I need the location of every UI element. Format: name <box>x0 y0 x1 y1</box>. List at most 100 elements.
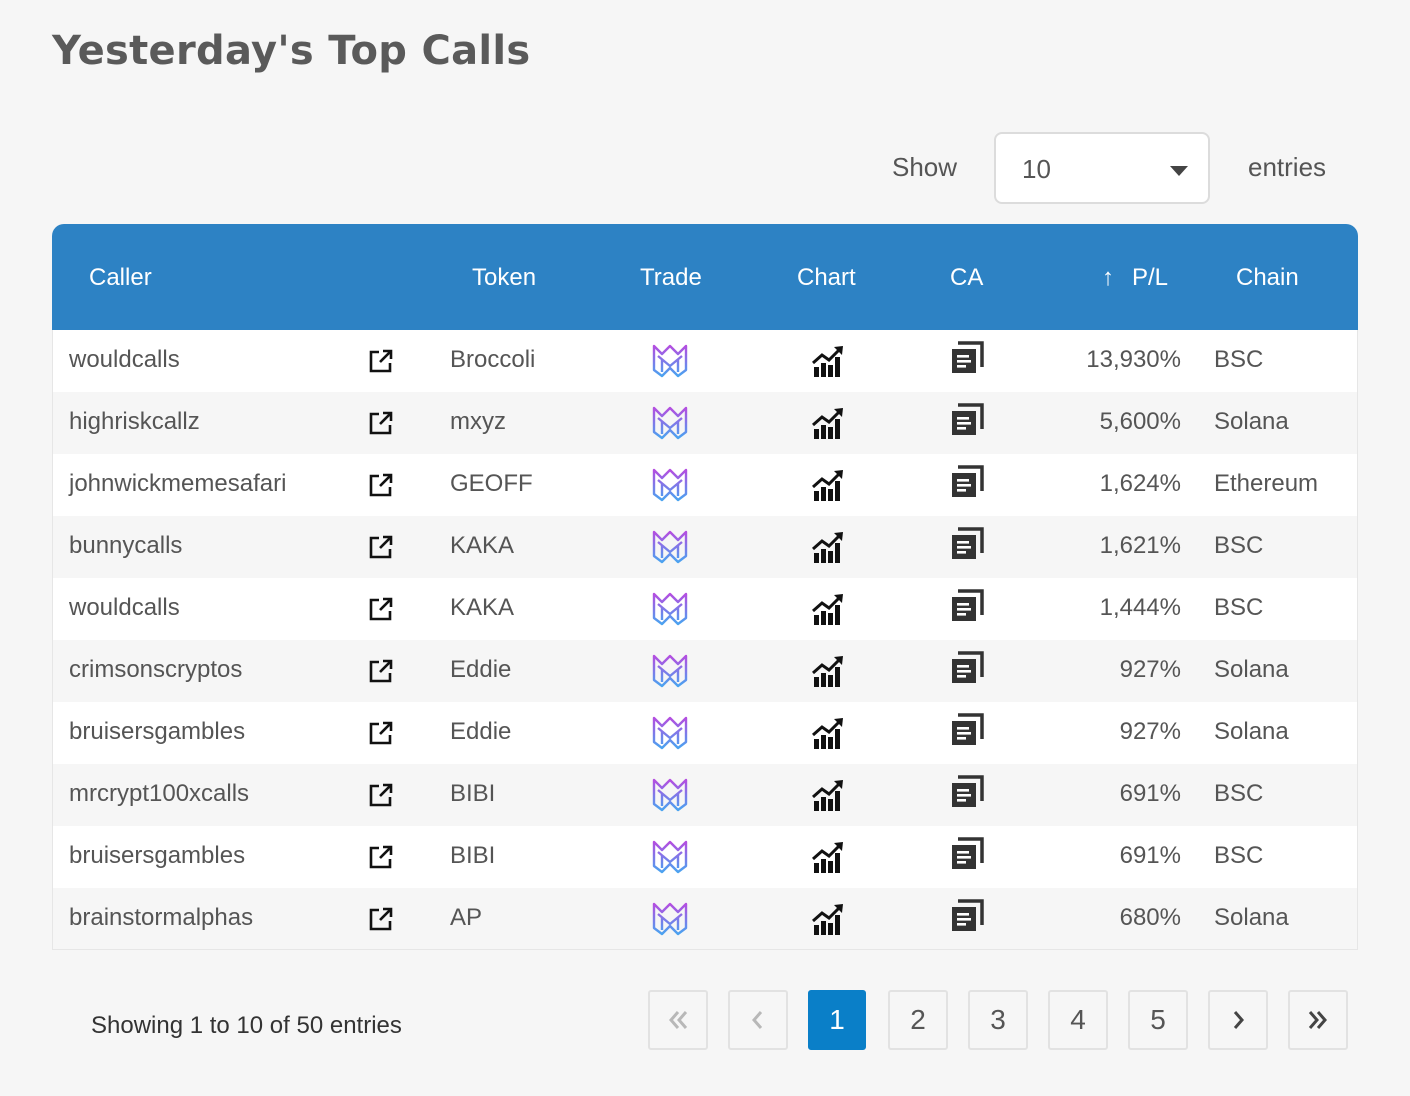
chart-icon[interactable] <box>810 901 846 937</box>
page-button-1[interactable]: 1 <box>808 990 866 1050</box>
table-header: Caller Token Trade Chart CA ↑ P/L Chain <box>52 224 1358 330</box>
entries-label: entries <box>1248 152 1327 182</box>
trade-logo-icon[interactable] <box>650 464 690 504</box>
copy-icon[interactable] <box>949 836 985 872</box>
chain-name: Solana <box>1214 904 1289 931</box>
table-row: bruisersgambles BIBI 691% BSC <box>52 826 1358 888</box>
table-row: johnwickmemesafari GEOFF 1,624% Ethereum <box>52 454 1358 516</box>
caret-down-icon <box>1170 166 1188 176</box>
external-link-icon[interactable] <box>367 657 395 685</box>
copy-icon[interactable] <box>949 588 985 624</box>
copy-icon[interactable] <box>949 340 985 376</box>
token-name: BIBI <box>450 780 496 807</box>
table-row: brainstormalphas AP 680% Solana <box>52 888 1358 950</box>
last-page-button[interactable] <box>1288 990 1348 1050</box>
column-chart[interactable]: Chart <box>797 264 856 291</box>
chain-name: BSC <box>1214 842 1264 869</box>
profit-loss-value: 1,444% <box>1099 594 1181 621</box>
external-link-icon[interactable] <box>367 533 395 561</box>
copy-icon[interactable] <box>949 526 985 562</box>
copy-icon[interactable] <box>949 898 985 934</box>
table-row: wouldcalls KAKA 1,444% BSC <box>52 578 1358 640</box>
chart-icon[interactable] <box>810 467 846 503</box>
double-chevron-right-icon <box>1308 1011 1327 1029</box>
table-row: highriskcallz mxyz 5,600% Solana <box>52 392 1358 454</box>
profit-loss-value: 927% <box>1119 656 1181 683</box>
chart-icon[interactable] <box>810 343 846 379</box>
trade-logo-icon[interactable] <box>650 712 690 752</box>
chain-name: Ethereum <box>1214 470 1319 497</box>
calls-table: Caller Token Trade Chart CA ↑ P/L Chain w… <box>52 224 1358 950</box>
chart-icon[interactable] <box>810 529 846 565</box>
profit-loss-value: 1,621% <box>1099 532 1181 559</box>
copy-icon[interactable] <box>949 712 985 748</box>
profit-loss-value: 13,930% <box>1086 346 1181 373</box>
caller-name[interactable]: highriskcallz <box>69 408 200 435</box>
table-row: crimsonscryptos Eddie 927% Solana <box>52 640 1358 702</box>
table-row: bruisersgambles Eddie 927% Solana <box>52 702 1358 764</box>
trade-logo-icon[interactable] <box>650 526 690 566</box>
column-token[interactable]: Token <box>472 264 537 291</box>
first-page-button[interactable] <box>648 990 708 1050</box>
trade-logo-icon[interactable] <box>650 650 690 690</box>
external-link-icon[interactable] <box>367 409 395 437</box>
copy-icon[interactable] <box>949 774 985 810</box>
chevron-right-icon <box>1233 1011 1244 1029</box>
profit-loss-value: 5,600% <box>1099 408 1181 435</box>
column-caller[interactable]: Caller <box>89 264 152 291</box>
token-name: mxyz <box>450 408 506 435</box>
next-page-button[interactable] <box>1208 990 1268 1050</box>
external-link-icon[interactable] <box>367 347 395 375</box>
chain-name: Solana <box>1214 718 1289 745</box>
chart-icon[interactable] <box>810 839 846 875</box>
caller-name[interactable]: bruisersgambles <box>69 718 246 745</box>
external-link-icon[interactable] <box>367 843 395 871</box>
chart-icon[interactable] <box>810 715 846 751</box>
profit-loss-value: 927% <box>1119 718 1181 745</box>
chart-icon[interactable] <box>810 653 846 689</box>
external-link-icon[interactable] <box>367 595 395 623</box>
chart-icon[interactable] <box>810 405 846 441</box>
chart-icon[interactable] <box>810 777 846 813</box>
caller-name[interactable]: brainstormalphas <box>69 904 254 931</box>
caller-name[interactable]: johnwickmemesafari <box>69 470 287 497</box>
column-trade[interactable]: Trade <box>640 264 702 291</box>
chart-icon[interactable] <box>810 591 846 627</box>
profit-loss-value: 1,624% <box>1099 470 1181 497</box>
caller-name[interactable]: crimsonscryptos <box>69 656 243 683</box>
page-button-2[interactable]: 2 <box>888 990 948 1050</box>
external-link-icon[interactable] <box>367 471 395 499</box>
trade-logo-icon[interactable] <box>650 898 690 938</box>
caller-name[interactable]: bunnycalls <box>69 532 183 559</box>
column-ca[interactable]: CA <box>950 264 984 291</box>
trade-logo-icon[interactable] <box>650 588 690 628</box>
column-chain[interactable]: Chain <box>1236 264 1299 291</box>
entries-select[interactable]: 10 <box>994 132 1210 204</box>
token-name: GEOFF <box>450 470 533 497</box>
token-name: KAKA <box>450 594 515 621</box>
column-pl[interactable]: ↑ P/L <box>1102 264 1168 292</box>
caller-name[interactable]: bruisersgambles <box>69 842 246 869</box>
length-menu: Show 10 entries <box>0 132 1410 204</box>
copy-icon[interactable] <box>949 650 985 686</box>
page-button-5[interactable]: 5 <box>1128 990 1188 1050</box>
profit-loss-value: 680% <box>1119 904 1181 931</box>
trade-logo-icon[interactable] <box>650 402 690 442</box>
trade-logo-icon[interactable] <box>650 836 690 876</box>
chevron-left-icon <box>752 1011 763 1029</box>
external-link-icon[interactable] <box>367 719 395 747</box>
token-name: Eddie <box>450 718 512 745</box>
copy-icon[interactable] <box>949 464 985 500</box>
copy-icon[interactable] <box>949 402 985 438</box>
external-link-icon[interactable] <box>367 781 395 809</box>
caller-name[interactable]: mrcrypt100xcalls <box>69 780 250 807</box>
table-row: mrcrypt100xcalls BIBI 691% BSC <box>52 764 1358 826</box>
page-button-4[interactable]: 4 <box>1048 990 1108 1050</box>
page-button-3[interactable]: 3 <box>968 990 1028 1050</box>
previous-page-button[interactable] <box>728 990 788 1050</box>
trade-logo-icon[interactable] <box>650 340 690 380</box>
external-link-icon[interactable] <box>367 905 395 933</box>
caller-name[interactable]: wouldcalls <box>69 346 180 373</box>
trade-logo-icon[interactable] <box>650 774 690 814</box>
caller-name[interactable]: wouldcalls <box>69 594 180 621</box>
